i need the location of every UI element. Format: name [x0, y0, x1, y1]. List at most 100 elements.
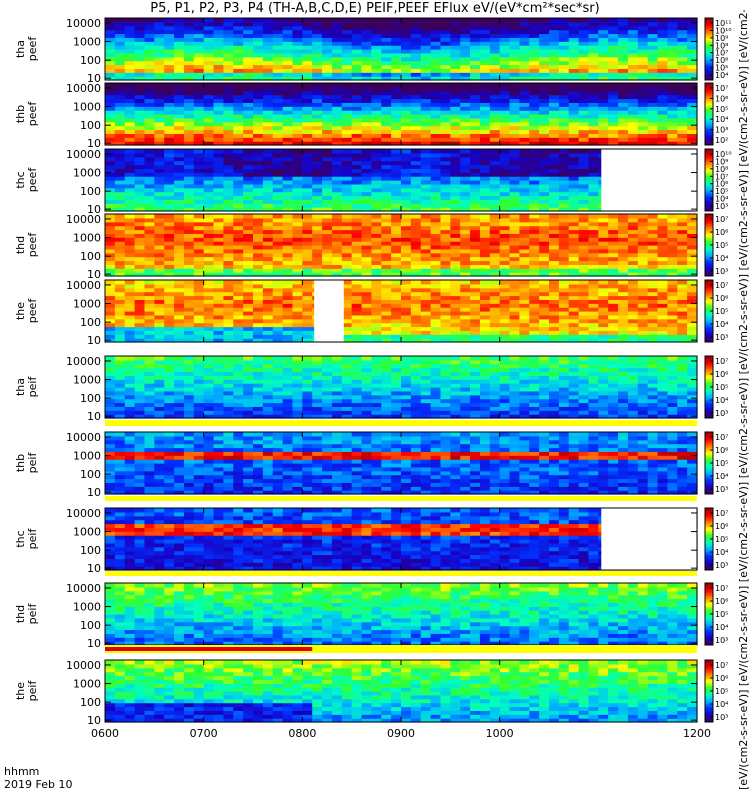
heatmap-cell — [292, 314, 303, 320]
heatmap-cell — [233, 33, 244, 38]
heatmap-cell — [124, 114, 136, 119]
heatmap-cell — [529, 225, 540, 231]
heatmap-cell — [608, 272, 619, 277]
heatmap-cell — [529, 283, 540, 289]
heatmap-cell — [568, 68, 580, 73]
heatmap-cell — [687, 86, 698, 92]
heatmap-cell — [292, 160, 303, 166]
heatmap-cell — [667, 256, 678, 262]
heatmap-cell — [203, 172, 215, 177]
heatmap-cell — [292, 287, 303, 293]
heatmap-cell — [460, 307, 471, 312]
heatmap-cell — [647, 94, 659, 100]
heatmap-cell — [588, 106, 599, 111]
heatmap-cell — [292, 18, 303, 23]
heatmap-cell — [203, 49, 215, 54]
heatmap-cell — [440, 314, 451, 320]
heatmap-cell — [351, 60, 363, 66]
heatmap-cell — [430, 322, 442, 328]
heatmap-cell — [391, 338, 402, 343]
heatmap-cell — [322, 214, 333, 219]
heatmap-cell — [529, 114, 540, 119]
heatmap-cell — [618, 60, 629, 66]
heatmap-cell — [253, 21, 264, 27]
heatmap-cell — [351, 280, 363, 285]
heatmap-cell — [105, 60, 116, 66]
heatmap-cell — [539, 272, 550, 277]
heatmap-cell — [243, 94, 254, 100]
heatmap-cell — [549, 237, 560, 242]
heatmap-cell — [519, 72, 530, 77]
heatmap-cell — [253, 121, 264, 127]
heatmap-cell — [391, 68, 402, 73]
heatmap-cell — [322, 90, 333, 96]
heatmap-cell — [164, 203, 175, 208]
heatmap-cell — [549, 322, 560, 328]
heatmap-cell — [361, 56, 372, 62]
heatmap-cell — [105, 121, 116, 127]
heatmap-cell — [618, 217, 629, 223]
heatmap-cell — [460, 225, 471, 231]
heatmap-cell — [292, 199, 303, 204]
heatmap-cell — [233, 141, 244, 146]
heatmap-cell — [499, 287, 511, 293]
heatmap-cell — [598, 280, 609, 285]
heatmap-cell — [657, 248, 668, 254]
heatmap-cell — [262, 90, 274, 96]
heatmap-cell — [282, 129, 294, 134]
heatmap-cell — [272, 76, 284, 81]
colorbar-cell — [705, 69, 713, 72]
colorbar-cell — [705, 64, 713, 67]
heatmap-cell — [144, 133, 155, 138]
heatmap-cell — [213, 141, 224, 146]
heatmap-cell — [223, 86, 234, 92]
heatmap-cell — [687, 248, 698, 254]
heatmap-cell — [223, 264, 234, 269]
heatmap-cell — [519, 121, 530, 127]
heatmap-cell — [608, 94, 619, 100]
heatmap-cell — [381, 86, 392, 92]
panel-label-product: peef — [26, 232, 39, 258]
heatmap-cell — [430, 18, 442, 23]
heatmap-cell — [213, 49, 224, 54]
heatmap-cell — [253, 217, 264, 223]
heatmap-cell — [479, 72, 491, 77]
heatmap-cell — [213, 64, 224, 69]
heatmap-cell — [598, 86, 609, 92]
heatmap-cell — [549, 168, 560, 173]
heatmap-cell — [401, 187, 412, 193]
heatmap-cell — [213, 60, 224, 66]
heatmap-cell — [568, 37, 580, 42]
heatmap-cell — [509, 180, 520, 185]
heatmap-cell — [667, 217, 678, 223]
heatmap-cell — [213, 33, 224, 38]
heatmap-cell — [450, 168, 461, 173]
heatmap-cell — [381, 72, 392, 77]
heatmap-cell — [105, 68, 116, 73]
heatmap-cell — [351, 338, 363, 343]
heatmap-cell — [410, 160, 422, 166]
colorbar-cell — [705, 50, 713, 53]
heatmap-cell — [499, 330, 511, 335]
heatmap-cell — [292, 129, 303, 134]
heatmap-cell — [539, 214, 550, 219]
heatmap-cell — [677, 256, 688, 262]
heatmap-cell — [588, 330, 599, 335]
heatmap-cell — [262, 225, 274, 231]
heatmap-cell — [134, 229, 146, 234]
heatmap-cell — [519, 245, 530, 250]
colorbar-cell — [705, 21, 713, 24]
heatmap-cell — [558, 217, 570, 223]
heatmap-cell — [341, 106, 353, 111]
heatmap-cell — [391, 237, 402, 242]
heatmap-cell — [430, 187, 442, 193]
heatmap-cell — [410, 90, 422, 96]
heatmap-cell — [667, 248, 678, 254]
heatmap-cell — [529, 86, 540, 92]
heatmap-cell — [568, 176, 580, 181]
colorbar-cell — [705, 158, 713, 161]
heatmap-cell — [154, 37, 165, 42]
heatmap-cell — [479, 56, 491, 62]
heatmap-cell — [351, 287, 363, 293]
heatmap-cell — [637, 248, 649, 254]
